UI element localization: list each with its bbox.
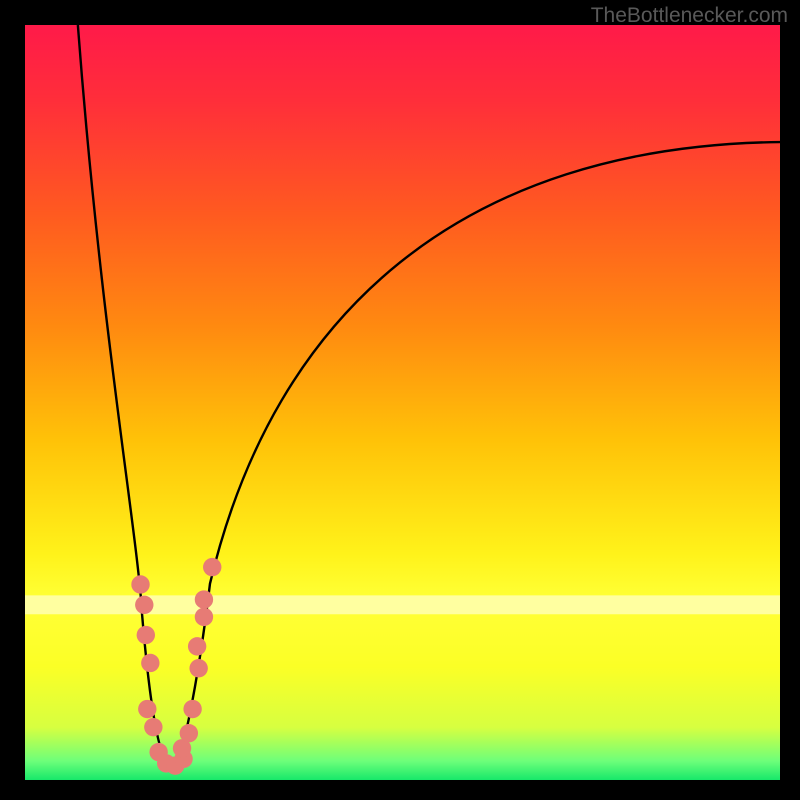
data-marker [180, 724, 198, 742]
data-marker [135, 596, 153, 614]
watermark-text: TheBottlenecker.com [591, 4, 788, 28]
data-marker [189, 659, 207, 677]
bottleneck-curve [78, 25, 780, 766]
data-marker [195, 608, 213, 626]
data-marker [188, 637, 206, 655]
data-marker [131, 575, 149, 593]
data-marker [141, 654, 159, 672]
plot-frame [25, 25, 780, 780]
data-marker [137, 626, 155, 644]
data-marker [183, 700, 201, 718]
data-marker [195, 590, 213, 608]
data-markers-group [131, 558, 221, 775]
plot-svg-layer [25, 25, 780, 780]
data-marker [203, 558, 221, 576]
data-marker [138, 700, 156, 718]
data-marker [144, 718, 162, 736]
